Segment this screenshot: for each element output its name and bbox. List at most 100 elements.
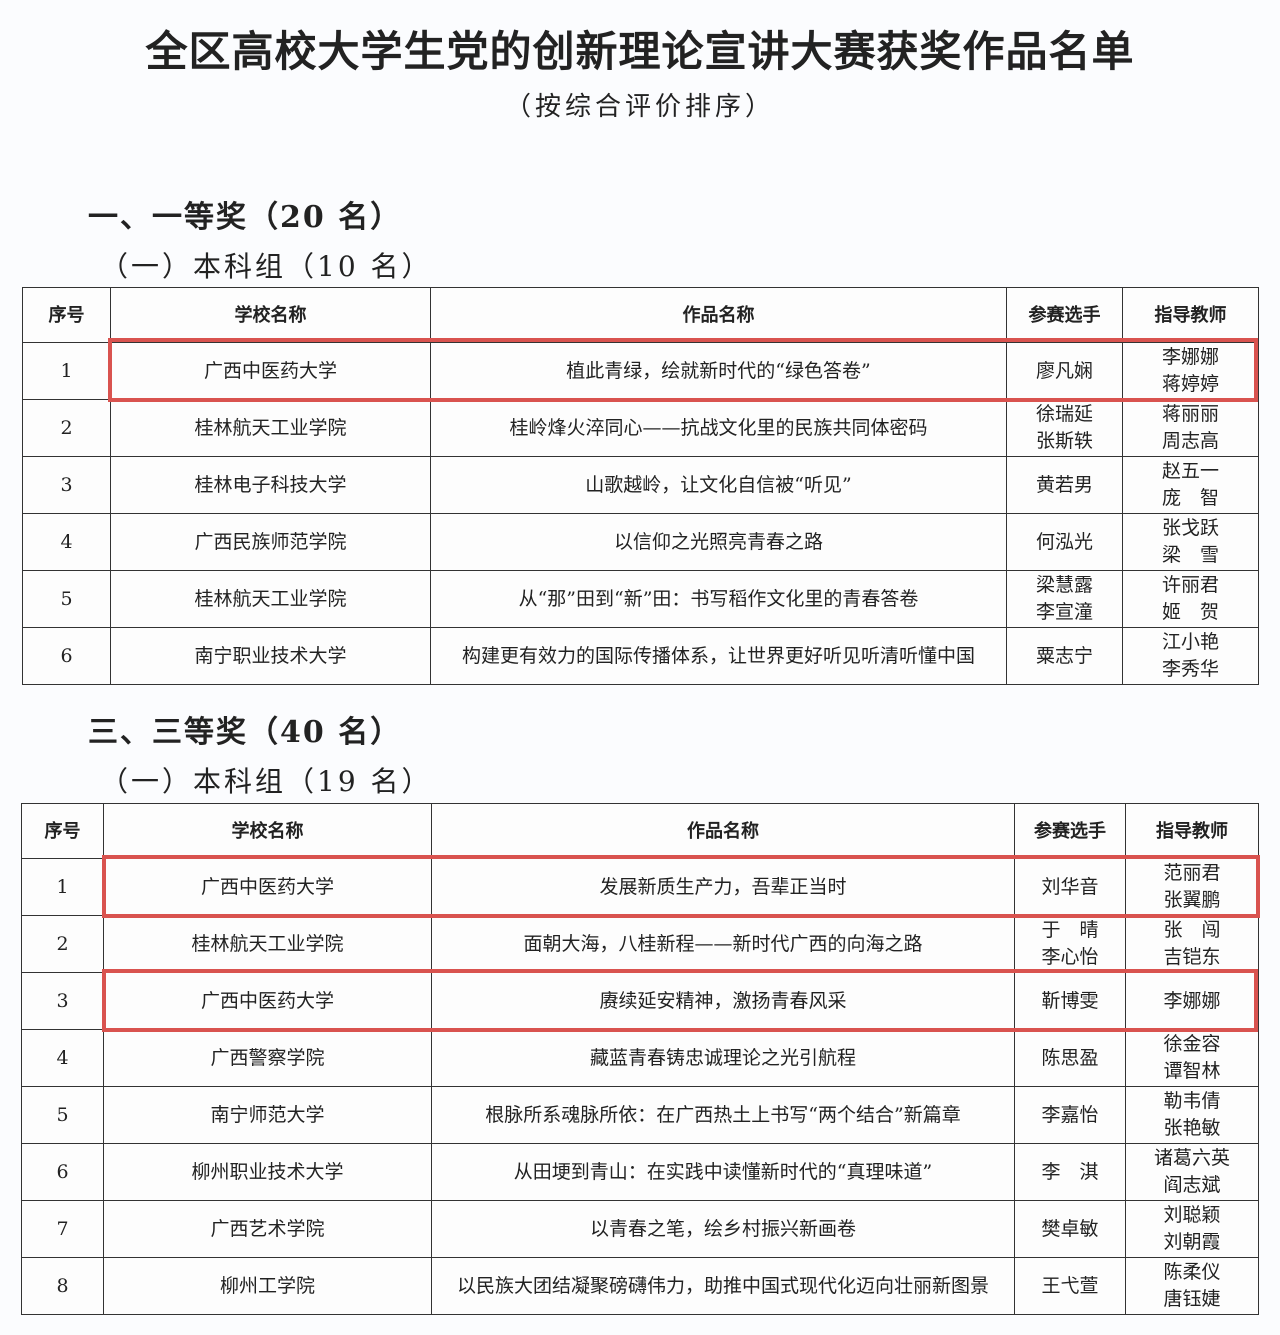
work-title-cell: 以民族大团结凝聚磅礴伟力，助推中国式现代化迈向壮丽新图景: [431, 1257, 1015, 1315]
school-name-cell: 桂林电子科技大学: [110, 456, 431, 514]
section-heading-third-prize: 三、三等奖（40 名）: [88, 715, 403, 750]
column-header-advisor: 指导教师: [1122, 287, 1259, 343]
contestant-cell: 梁慧露 李宣潼: [1006, 570, 1123, 628]
work-title-cell: 从“那”田到“新”田：书写稻作文化里的青春答卷: [430, 570, 1007, 628]
work-title-cell: 发展新质生产力，吾辈正当时: [431, 858, 1015, 916]
table-row: 1 广西中医药大学 发展新质生产力，吾辈正当时 刘华音 范丽君 张翼鹏: [21, 858, 1259, 916]
advisor-cell: 陈柔仪 唐钰婕: [1125, 1257, 1259, 1315]
document-title: 全区高校大学生党的创新理论宣讲大赛获奖作品名单: [145, 27, 1135, 76]
contestant-cell: 陈思盈: [1014, 1029, 1126, 1087]
table-row: 7 广西艺术学院 以青春之笔，绘乡村振兴新画卷 樊卓敏 刘聪颖 刘朝霞: [21, 1200, 1259, 1258]
table-row: 6 柳州职业技术大学 从田埂到青山：在实践中读懂新时代的“真理味道” 李 淇诸葛六英 …: [21, 1143, 1259, 1201]
school-name-cell: 广西中医药大学: [103, 972, 432, 1030]
row-number-cell: 6: [22, 627, 111, 685]
row-number-cell: 5: [21, 1086, 104, 1144]
table-header-row: 序号 学校名称 作品名称 参赛选手 指导教师: [22, 287, 1259, 343]
table-row: 8 柳州工学院 以民族大团结凝聚磅礴伟力，助推中国式现代化迈向壮丽新图景 王弋萱 陈柔仪…: [21, 1257, 1259, 1315]
advisor-cell: 范丽君 张翼鹏: [1125, 858, 1259, 916]
work-title-cell: 山歌越岭，让文化自信被“听见”: [430, 456, 1007, 514]
school-name-cell: 柳州工学院: [103, 1257, 432, 1315]
contestant-cell: 廖凡娴: [1006, 342, 1123, 400]
row-number-cell: 7: [21, 1200, 104, 1258]
school-name-cell: 广西艺术学院: [103, 1200, 432, 1258]
school-name-cell: 广西中医药大学: [103, 858, 432, 916]
advisor-cell: 张 闯 吉铠东: [1125, 915, 1259, 973]
table-row: 5 桂林航天工业学院 从“那”田到“新”田：书写稻作文化里的青春答卷 梁慧露 李宣潼许…: [22, 570, 1259, 628]
advisor-cell: 李娜娜: [1125, 972, 1259, 1030]
contestant-cell: 李 淇: [1014, 1143, 1126, 1201]
contestant-cell: 何泓光: [1006, 513, 1123, 571]
advisor-cell: 徐金容 谭智林: [1125, 1029, 1259, 1087]
row-number-cell: 5: [22, 570, 111, 628]
table-row: 2 桂林航天工业学院 桂岭烽火淬同心——抗战文化里的民族共同体密码 徐瑞延 张斯轶 蒋丽…: [22, 399, 1259, 457]
contestant-cell: 靳博雯: [1014, 972, 1126, 1030]
group-heading-undergrad: （一）本科组（19 名）: [100, 765, 433, 798]
contestant-cell: 于 晴 李心怡: [1014, 915, 1126, 973]
school-name-cell: 广西中医药大学: [110, 342, 431, 400]
work-title-cell: 从田埂到青山：在实践中读懂新时代的“真理味道”: [431, 1143, 1015, 1201]
column-header-contestant: 参赛选手: [1006, 287, 1123, 343]
column-header-row-number: 序号: [22, 287, 111, 343]
contestant-cell: 刘华音: [1014, 858, 1126, 916]
advisor-cell: 勒韦倩 张艳敏: [1125, 1086, 1259, 1144]
school-name-cell: 南宁职业技术大学: [110, 627, 431, 685]
table-row: 4 广西警察学院 藏蓝青春铸忠诚理论之光引航程 陈思盈 徐金容 谭智林: [21, 1029, 1259, 1087]
work-title-cell: 构建更有效力的国际传播体系，让世界更好听见听清听懂中国: [430, 627, 1007, 685]
column-header-row-number: 序号: [21, 803, 104, 859]
table-row: 3 广西中医药大学 赓续延安精神，激扬青春风采 靳博雯 李娜娜: [21, 972, 1259, 1030]
row-number-cell: 2: [21, 915, 104, 973]
row-number-cell: 1: [21, 858, 104, 916]
school-name-cell: 柳州职业技术大学: [103, 1143, 432, 1201]
work-title-cell: 赓续延安精神，激扬青春风采: [431, 972, 1015, 1030]
work-title-cell: 面朝大海，八桂新程——新时代广西的向海之路: [431, 915, 1015, 973]
school-name-cell: 桂林航天工业学院: [103, 915, 432, 973]
work-title-cell: 以信仰之光照亮青春之路: [430, 513, 1007, 571]
section-heading-first-prize: 一、一等奖（20 名）: [88, 200, 403, 235]
table-row: 2 桂林航天工业学院 面朝大海，八桂新程——新时代广西的向海之路于 晴 李心怡张 闯…: [21, 915, 1259, 973]
row-number-cell: 4: [21, 1029, 104, 1087]
first-prize-table: 序号 学校名称 作品名称 参赛选手 指导教师 1 广西中医药大学 植此青绿，绘就新时代的“绿色…: [22, 287, 1259, 685]
column-header-advisor: 指导教师: [1125, 803, 1259, 859]
school-name-cell: 桂林航天工业学院: [110, 570, 431, 628]
row-number-cell: 6: [21, 1143, 104, 1201]
table-row: 6 南宁职业技术大学 构建更有效力的国际传播体系，让世界更好听见听清听懂中国 粟志宁江…: [22, 627, 1259, 685]
advisor-cell: 江小艳 李秀华: [1122, 627, 1259, 685]
advisor-cell: 李娜娜 蒋婷婷: [1122, 342, 1259, 400]
work-title-cell: 桂岭烽火淬同心——抗战文化里的民族共同体密码: [430, 399, 1007, 457]
contestant-cell: 黄若男: [1006, 456, 1123, 514]
third-prize-table: 序号 学校名称 作品名称 参赛选手 指导教师 1 广西中医药大学 发展新质生产力，吾辈正当时刘…: [21, 803, 1259, 1315]
table-row: 1 广西中医药大学 植此青绿，绘就新时代的“绿色答卷” 廖凡娴 李娜娜 蒋婷婷: [22, 342, 1259, 400]
work-title-cell: 根脉所系魂脉所依：在广西热土上书写“两个结合”新篇章: [431, 1086, 1015, 1144]
column-header-contestant: 参赛选手: [1014, 803, 1126, 859]
work-title-cell: 植此青绿，绘就新时代的“绿色答卷”: [430, 342, 1007, 400]
school-name-cell: 广西民族师范学院: [110, 513, 431, 571]
column-header-school-name: 学校名称: [110, 287, 431, 343]
advisor-cell: 刘聪颖 刘朝霞: [1125, 1200, 1259, 1258]
advisor-cell: 诸葛六英 阎志斌: [1125, 1143, 1259, 1201]
row-number-cell: 4: [22, 513, 111, 571]
row-number-cell: 1: [22, 342, 111, 400]
group-heading-undergrad: （一）本科组（10 名）: [100, 250, 433, 283]
work-title-cell: 藏蓝青春铸忠诚理论之光引航程: [431, 1029, 1015, 1087]
work-title-cell: 以青春之笔，绘乡村振兴新画卷: [431, 1200, 1015, 1258]
contestant-cell: 粟志宁: [1006, 627, 1123, 685]
row-number-cell: 3: [22, 456, 111, 514]
advisor-cell: 张戈跃 梁 雪: [1122, 513, 1259, 571]
contestant-cell: 樊卓敏: [1014, 1200, 1126, 1258]
advisor-cell: 许丽君 姬 贺: [1122, 570, 1259, 628]
row-number-cell: 2: [22, 399, 111, 457]
school-name-cell: 桂林航天工业学院: [110, 399, 431, 457]
table-row: 4 广西民族师范学院 以信仰之光照亮青春之路 何泓光 张戈跃 梁 雪: [22, 513, 1259, 571]
document-subtitle: （按综合评价排序）: [504, 92, 775, 122]
school-name-cell: 广西警察学院: [103, 1029, 432, 1087]
column-header-work-title: 作品名称: [430, 287, 1007, 343]
table-row: 5 南宁师范大学 根脉所系魂脉所依：在广西热土上书写“两个结合”新篇章 李嘉怡 勒韦倩 …: [21, 1086, 1259, 1144]
advisor-cell: 蒋丽丽 周志高: [1122, 399, 1259, 457]
contestant-cell: 李嘉怡: [1014, 1086, 1126, 1144]
column-header-work-title: 作品名称: [431, 803, 1015, 859]
table-row: 3 桂林电子科技大学 山歌越岭，让文化自信被“听见” 黄若男 赵五一 庞 智: [22, 456, 1259, 514]
row-number-cell: 3: [21, 972, 104, 1030]
column-header-school-name: 学校名称: [103, 803, 432, 859]
advisor-cell: 赵五一 庞 智: [1122, 456, 1259, 514]
contestant-cell: 王弋萱: [1014, 1257, 1126, 1315]
